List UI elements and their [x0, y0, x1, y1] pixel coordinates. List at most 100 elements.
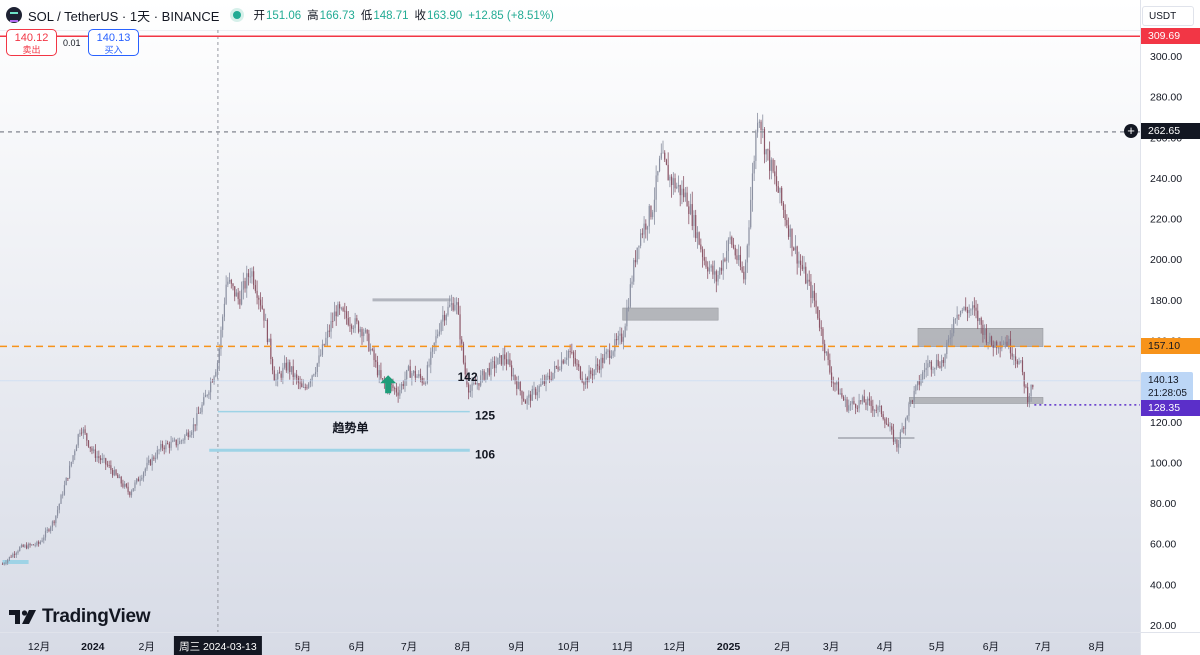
candle-body [872, 406, 874, 411]
candle-body [540, 384, 542, 387]
candle-body [79, 432, 81, 435]
candle-body [552, 372, 554, 380]
crosshair-date-label: 周三 2024-03-13 [179, 641, 257, 653]
candle-body [696, 232, 699, 239]
x-tick-label: 2025 [717, 641, 741, 653]
sell-button[interactable]: 140.12 卖出 [6, 29, 57, 56]
candle-body [218, 348, 220, 364]
candle-body [469, 390, 471, 393]
candle-body [772, 159, 774, 172]
candle-body [765, 149, 767, 155]
candle-body [517, 382, 520, 389]
y-tick-label: 40.00 [1150, 579, 1176, 591]
candle-body [34, 544, 36, 546]
y-tick-label: 120.00 [1150, 417, 1182, 429]
candle-body [292, 366, 294, 377]
candle-body [58, 503, 60, 510]
candle-body [340, 307, 342, 309]
y-tick-label: 240.00 [1150, 173, 1182, 185]
x-tick-label: 7月 [1035, 641, 1051, 653]
candle-body [657, 171, 659, 176]
change-value: +12.85 (+8.51%) [468, 10, 554, 22]
add-alert-icon[interactable]: + [1124, 124, 1138, 138]
candle-body [239, 298, 241, 305]
candle-body [707, 266, 709, 272]
candle-body [861, 396, 864, 402]
candle-body [335, 311, 337, 317]
candle-body [265, 319, 267, 321]
candle-body [215, 371, 217, 377]
candle-body [610, 355, 613, 358]
candle-body [543, 380, 545, 384]
price-zone [622, 307, 719, 321]
candle-body [413, 370, 415, 374]
candle-body [576, 363, 578, 365]
candle-body [416, 376, 418, 378]
candle-body [542, 380, 544, 385]
candle-body [660, 152, 662, 159]
candle-body [822, 328, 824, 344]
candle-body [813, 290, 815, 301]
candle-body [641, 233, 643, 235]
candle-body [120, 476, 122, 484]
candle-body [399, 389, 401, 396]
tradingview-icon [9, 610, 36, 624]
symbol-title[interactable]: SOL / TetherUS · 1天 · BINANCE [28, 8, 220, 24]
candle-body [220, 329, 222, 349]
candle-body [645, 223, 647, 230]
candle-body [602, 357, 604, 363]
candle-body [488, 368, 490, 375]
candle-body [31, 544, 33, 546]
candle-body [798, 260, 800, 264]
candle-body [958, 314, 960, 316]
candle-body [889, 426, 891, 428]
candle-body [1027, 387, 1029, 403]
candle-body [158, 449, 160, 451]
candle-body [481, 370, 484, 376]
candle-body [999, 347, 1001, 349]
candle-body [535, 388, 537, 396]
candle-body [628, 306, 630, 309]
candle-body [961, 310, 963, 311]
candle-body [994, 341, 996, 348]
candle-body [915, 385, 917, 391]
candle-body [571, 352, 573, 353]
candle-body [827, 351, 829, 360]
candle-body [901, 428, 903, 433]
candle-body [598, 365, 600, 370]
current-price-box: 140.13 21:28:05 [1141, 372, 1193, 402]
candle-body [211, 381, 213, 383]
candle-body [750, 199, 752, 228]
candle-body [246, 273, 248, 289]
candle-body [185, 432, 188, 436]
currency-selector[interactable]: USDT [1142, 6, 1194, 26]
candle-body [141, 477, 143, 480]
candle-body [636, 247, 638, 263]
candle-body [738, 254, 740, 261]
candle-body [67, 477, 69, 479]
candle-body [810, 281, 812, 298]
candle-body [280, 373, 282, 378]
candle-body [918, 381, 920, 385]
candle-body [781, 187, 783, 204]
candle-body [851, 401, 853, 404]
candle-body [402, 384, 404, 387]
ohlc-legend: 开151.06 高166.73 低148.71 收163.90 +12.85 (+8.5… [253, 7, 559, 23]
candle-body [258, 297, 260, 300]
candle-body [438, 331, 441, 335]
candle-body [325, 337, 327, 345]
candle-body [667, 164, 669, 181]
candle-body [757, 122, 759, 133]
candle-body [985, 328, 987, 343]
candle-body [665, 159, 668, 165]
y-tick-label: 300.00 [1150, 51, 1182, 63]
candle-body [891, 426, 893, 430]
buy-button[interactable]: 140.13 买入 [88, 29, 139, 56]
candle-body [775, 176, 778, 187]
candle-body [161, 443, 164, 448]
candle-body [339, 304, 341, 309]
candle-body [581, 378, 583, 383]
candle-body [287, 362, 289, 371]
